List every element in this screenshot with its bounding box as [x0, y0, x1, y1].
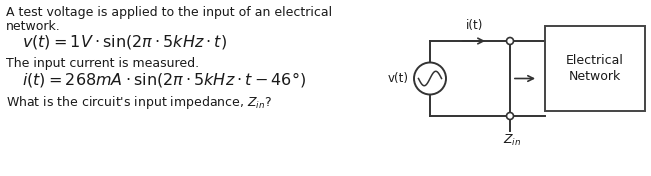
- Text: $v(t) = 1V \cdot \sin(2\pi \cdot 5kHz \cdot t)$: $v(t) = 1V \cdot \sin(2\pi \cdot 5kHz \c…: [22, 33, 227, 51]
- Circle shape: [506, 37, 514, 45]
- Text: v(t): v(t): [388, 72, 409, 85]
- Text: $Z_{in}$: $Z_{in}$: [503, 133, 521, 148]
- Text: $i(t) = 268mA \cdot \sin(2\pi \cdot 5kHz \cdot t - 46°)$: $i(t) = 268mA \cdot \sin(2\pi \cdot 5kHz…: [22, 70, 306, 89]
- Text: network.: network.: [6, 20, 61, 33]
- Text: A test voltage is applied to the input of an electrical: A test voltage is applied to the input o…: [6, 6, 332, 19]
- Circle shape: [506, 112, 514, 120]
- Text: The input current is measured.: The input current is measured.: [6, 57, 199, 70]
- FancyBboxPatch shape: [545, 26, 645, 111]
- Text: i(t): i(t): [466, 19, 484, 32]
- Circle shape: [414, 62, 446, 95]
- Text: Electrical
Network: Electrical Network: [566, 55, 624, 83]
- Text: What is the circuit's input impedance, $Z_{in}$?: What is the circuit's input impedance, $…: [6, 94, 272, 111]
